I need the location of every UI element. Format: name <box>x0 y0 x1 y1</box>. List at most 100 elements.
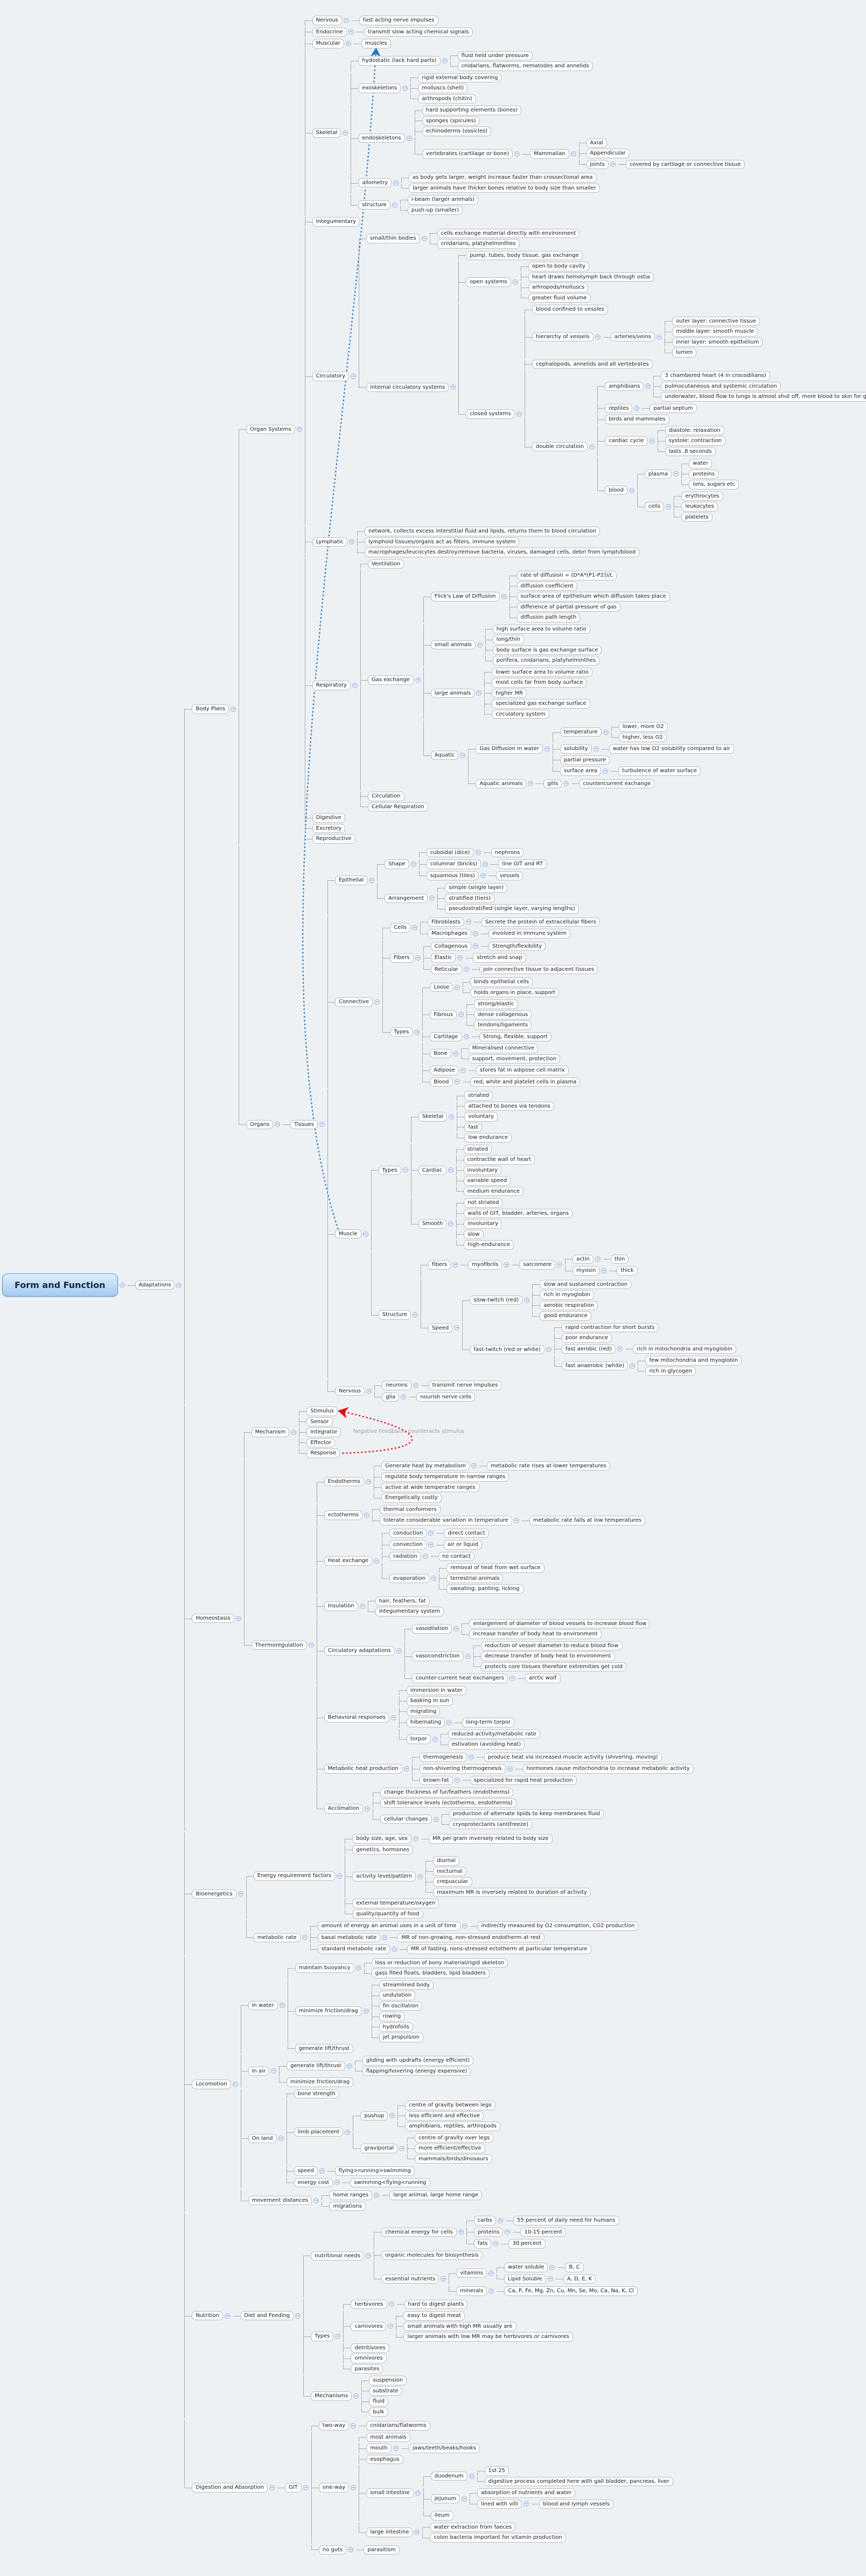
node-bubble[interactable]: cuboidal (dice) <box>426 848 474 857</box>
node-bubble[interactable]: Nervous <box>312 16 342 25</box>
fold-collapse-icon[interactable]: − <box>469 2473 474 2479</box>
node-bubble[interactable]: herbivores <box>351 2299 387 2309</box>
node-bubble[interactable]: parasites <box>351 2364 383 2374</box>
node-bubble[interactable]: swimming<flying<running <box>350 2178 430 2187</box>
fold-collapse-icon[interactable]: − <box>452 1262 458 1268</box>
node-bubble[interactable]: maintain buoyancy <box>295 1963 354 1973</box>
node-bubble[interactable]: digestive process completed here with ga… <box>484 2476 673 2486</box>
node-bubble[interactable]: slow <box>464 1229 484 1239</box>
fold-collapse-icon[interactable]: − <box>454 1079 460 1085</box>
node-bubble[interactable]: evaporation <box>389 1573 430 1583</box>
node-bubble[interactable]: jejunum <box>430 2494 460 2504</box>
node-bubble[interactable]: exoskeletons <box>358 83 401 93</box>
fold-collapse-icon[interactable]: − <box>335 2333 341 2339</box>
fold-collapse-icon[interactable]: − <box>452 1051 458 1056</box>
node-bubble[interactable]: mouth <box>366 2444 392 2453</box>
node-bubble[interactable]: vessels <box>495 871 523 880</box>
node-bubble[interactable]: protects core tissues therefore extremit… <box>480 1662 627 1671</box>
node-bubble[interactable]: Stimulus <box>306 1406 338 1416</box>
fold-collapse-icon[interactable]: − <box>460 752 466 758</box>
node-bubble[interactable]: no guts <box>318 2545 347 2554</box>
fold-collapse-icon[interactable]: − <box>413 1382 418 1388</box>
node-bubble[interactable]: good endurance <box>540 1311 591 1321</box>
node-bubble[interactable]: Arrangement <box>385 893 428 903</box>
node-bubble[interactable]: myofibrils <box>468 1260 502 1270</box>
node-bubble[interactable]: genetics, hormones <box>352 1845 413 1854</box>
node-bubble[interactable]: produce heat via increased muscle activi… <box>484 1752 662 1762</box>
fold-collapse-icon[interactable]: − <box>441 2276 446 2282</box>
node-bubble[interactable]: metabolic rate <box>253 1933 301 1942</box>
node-bubble[interactable]: voluntary <box>464 1112 498 1122</box>
node-bubble[interactable]: macrophages/leucocytes destroy/remove ba… <box>365 548 640 557</box>
node-bubble[interactable]: MR of fasting, nons-stressed ectotherm a… <box>407 1944 591 1954</box>
fold-collapse-icon[interactable]: − <box>396 1648 402 1654</box>
node-bubble[interactable]: open to body cavity <box>528 262 590 271</box>
node-bubble[interactable]: standard metabolic rate <box>317 1944 390 1954</box>
node-bubble[interactable]: muscles <box>361 39 391 48</box>
node-bubble[interactable]: double circulation <box>532 442 588 452</box>
node-bubble[interactable]: ions, sugars etc <box>689 480 739 489</box>
node-bubble[interactable]: Integumentary <box>312 217 360 227</box>
node-bubble[interactable]: Loose <box>430 982 453 992</box>
node-bubble[interactable]: Skeletal <box>312 128 341 138</box>
fold-collapse-icon[interactable]: − <box>453 1626 459 1632</box>
node-bubble[interactable]: actin <box>572 1254 593 1264</box>
node-bubble[interactable]: sarcomere <box>519 1260 556 1270</box>
node-bubble[interactable]: diffusion coefficient <box>516 581 577 591</box>
node-bubble[interactable]: long/thin <box>492 635 525 645</box>
node-bubble[interactable]: Response <box>306 1448 340 1458</box>
node-bubble[interactable]: Fibers <box>390 953 414 963</box>
fold-collapse-icon[interactable]: − <box>457 955 463 961</box>
node-bubble[interactable]: lower, more O2 <box>618 722 668 732</box>
fold-collapse-icon[interactable]: − <box>231 706 236 712</box>
node-bubble[interactable]: reptiles <box>605 403 633 413</box>
node-bubble[interactable]: rigid external body covering <box>418 73 502 82</box>
node-bubble[interactable]: gills <box>543 779 562 788</box>
node-bubble[interactable]: plasma <box>644 469 672 479</box>
node-bubble[interactable]: platelets <box>681 512 713 522</box>
fold-collapse-icon[interactable]: − <box>549 2264 555 2270</box>
fold-collapse-icon[interactable]: − <box>402 85 408 91</box>
fold-collapse-icon[interactable]: − <box>308 1642 314 1648</box>
node-bubble[interactable]: In air <box>248 2066 270 2076</box>
node-bubble[interactable]: Endotherms <box>324 1476 365 1487</box>
fold-collapse-icon[interactable]: − <box>595 1256 600 1262</box>
fold-collapse-icon[interactable]: − <box>413 1312 418 1318</box>
node-bubble[interactable]: less efficient and effective <box>405 2111 484 2120</box>
node-bubble[interactable]: reduced activity/metabolic rate <box>448 1729 540 1739</box>
node-bubble[interactable]: fast acting nerve impulses <box>359 16 438 25</box>
node-bubble[interactable]: detritivores <box>351 2343 389 2353</box>
node-bubble[interactable]: external temperature/oxygen <box>352 1899 439 1908</box>
fold-collapse-icon[interactable]: − <box>366 1479 372 1485</box>
node-bubble[interactable]: maximum MR is inversely related to durat… <box>433 1887 591 1897</box>
node-bubble[interactable]: quality/quantity of food <box>352 1909 423 1919</box>
node-bubble[interactable]: jet propulsion <box>379 2033 423 2042</box>
node-bubble[interactable]: binds epithelial cells <box>470 977 533 987</box>
node-bubble[interactable]: higher, less O2 <box>618 732 667 742</box>
node-bubble[interactable]: integumentary system <box>375 1607 444 1616</box>
fold-collapse-icon[interactable]: − <box>514 151 520 157</box>
fold-collapse-icon[interactable]: − <box>343 130 348 136</box>
fold-collapse-icon[interactable]: − <box>392 202 397 208</box>
node-bubble[interactable]: tolerate considerable variation in tempe… <box>379 1516 512 1525</box>
node-bubble[interactable]: support, movement, protection <box>468 1054 561 1063</box>
node-bubble[interactable]: poor endurance <box>561 1333 612 1343</box>
fold-collapse-icon[interactable]: − <box>460 1067 466 1073</box>
node-bubble[interactable]: structure <box>358 200 390 210</box>
node-bubble[interactable]: Shape <box>385 859 409 869</box>
fold-collapse-icon[interactable]: − <box>595 334 600 340</box>
node-bubble[interactable]: endoskeletons <box>358 133 405 143</box>
node-bubble[interactable]: slow and sustained contraction <box>540 1279 632 1289</box>
fold-collapse-icon[interactable]: − <box>546 1347 551 1353</box>
fold-collapse-icon[interactable]: − <box>364 1806 370 1811</box>
fold-collapse-icon[interactable]: − <box>454 1325 460 1331</box>
node-bubble[interactable]: vasodilation <box>411 1624 452 1634</box>
node-bubble[interactable]: lumen <box>672 348 697 358</box>
fold-collapse-icon[interactable]: − <box>617 1346 623 1352</box>
node-bubble[interactable]: rich in mitochondria and myoglobin <box>633 1344 737 1354</box>
node-bubble[interactable]: nocturnal <box>433 1866 466 1876</box>
node-bubble[interactable]: arthropods (chitin) <box>418 94 476 103</box>
node-bubble[interactable]: organic molecules for biosynthesis <box>381 2250 483 2260</box>
node-bubble[interactable]: 30 percent <box>508 2239 546 2249</box>
node-bubble[interactable]: pump, tubes, body tissue, gas exchange <box>466 250 583 260</box>
